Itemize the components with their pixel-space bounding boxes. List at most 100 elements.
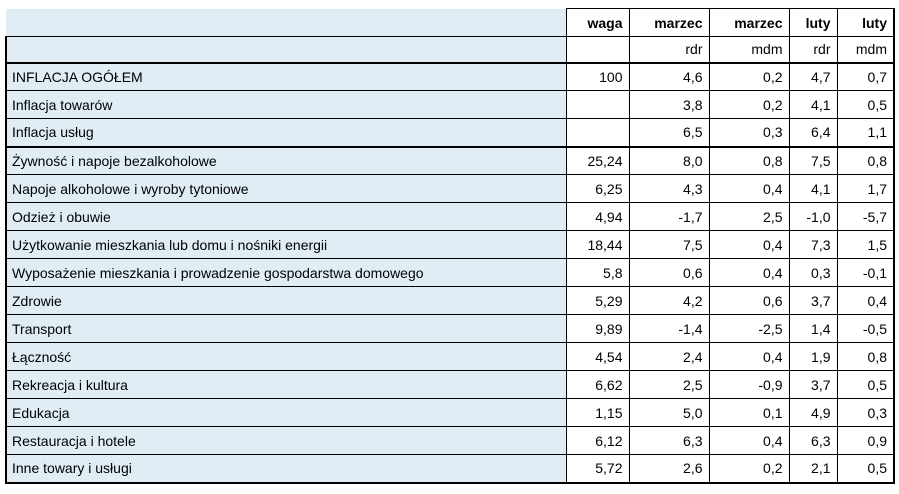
cell-waga: 100 xyxy=(565,62,630,91)
cell-luty-rdr: 6,3 xyxy=(788,426,838,455)
row-label: Napoje alkoholowe i wyroby tytoniowe xyxy=(5,174,567,203)
row-label: Zdrowie xyxy=(5,286,567,315)
header-waga-sub xyxy=(565,36,630,64)
cell-waga: 18,44 xyxy=(565,230,630,259)
table-row-inflacja-uslug: Inflacja usług 6,5 0,3 6,4 1,1 xyxy=(5,118,895,148)
header-waga: waga xyxy=(565,8,630,37)
cell-marzec-rdr: 8,0 xyxy=(628,146,710,175)
table-row-wyposazenie-mieszkania: Wyposażenie mieszkania i prowadzenie gos… xyxy=(5,258,895,287)
cell-waga: 6,25 xyxy=(565,174,630,203)
table-row-restauracja: Restauracja i hotele 6,12 6,3 0,4 6,3 0,… xyxy=(5,426,895,455)
cell-waga: 5,72 xyxy=(565,454,630,484)
cell-marzec-rdr: 4,3 xyxy=(628,174,710,203)
header-marzec-2: marzec xyxy=(708,8,790,37)
cell-marzec-mdm: -0,9 xyxy=(708,370,790,399)
header-rdr-marzec: rdr xyxy=(628,36,710,64)
cell-luty-rdr: 4,1 xyxy=(788,174,838,203)
table-row-zdrowie: Zdrowie 5,29 4,2 0,6 3,7 0,4 xyxy=(5,286,895,315)
cell-waga: 1,15 xyxy=(565,398,630,427)
cell-marzec-rdr: 7,5 xyxy=(628,230,710,259)
cell-luty-mdm: -0,1 xyxy=(836,258,895,287)
table-row-inflacja-towarow: Inflacja towarów 3,8 0,2 4,1 0,5 xyxy=(5,90,895,119)
cell-luty-rdr: 4,9 xyxy=(788,398,838,427)
cell-luty-rdr: 1,4 xyxy=(788,314,838,343)
header-category-blank xyxy=(6,8,566,37)
cell-luty-mdm: 0,5 xyxy=(836,454,895,484)
cell-waga: 6,62 xyxy=(565,370,630,399)
cell-marzec-mdm: 0,2 xyxy=(708,62,790,91)
cell-waga xyxy=(565,90,630,119)
cell-marzec-mdm: 0,1 xyxy=(708,398,790,427)
cell-marzec-mdm: 0,6 xyxy=(708,286,790,315)
header-marzec-1: marzec xyxy=(628,8,710,37)
table-row-rekreacja: Rekreacja i kultura 6,62 2,5 -0,9 3,7 0,… xyxy=(5,370,895,399)
cell-marzec-rdr: -1,4 xyxy=(628,314,710,343)
cell-luty-mdm: 0,8 xyxy=(836,146,895,175)
row-label: Odzież i obuwie xyxy=(5,202,567,231)
cell-marzec-rdr: 4,6 xyxy=(628,62,710,91)
cell-marzec-rdr: 4,2 xyxy=(628,286,710,315)
cell-marzec-rdr: 6,5 xyxy=(628,118,710,148)
cell-marzec-mdm: 0,4 xyxy=(708,174,790,203)
cell-waga xyxy=(565,118,630,148)
cell-marzec-mdm: 0,8 xyxy=(708,146,790,175)
header-rdr-luty: rdr xyxy=(788,36,838,64)
cell-luty-mdm: 0,5 xyxy=(836,90,895,119)
header-category-blank-2 xyxy=(5,36,567,64)
cell-waga: 6,12 xyxy=(565,426,630,455)
row-label: Łączność xyxy=(5,342,567,371)
cell-waga: 9,89 xyxy=(565,314,630,343)
cell-marzec-rdr: 2,6 xyxy=(628,454,710,484)
cell-luty-mdm: 1,5 xyxy=(836,230,895,259)
cell-waga: 25,24 xyxy=(565,146,630,175)
cell-marzec-rdr: 6,3 xyxy=(628,426,710,455)
cell-waga: 5,8 xyxy=(565,258,630,287)
cell-marzec-mdm: -2,5 xyxy=(708,314,790,343)
cell-luty-rdr: 7,3 xyxy=(788,230,838,259)
cell-luty-mdm: 1,7 xyxy=(836,174,895,203)
cell-luty-mdm: 0,7 xyxy=(836,62,895,91)
cell-marzec-mdm: 0,4 xyxy=(708,258,790,287)
row-label: Użytkowanie mieszkania lub domu i nośnik… xyxy=(5,230,567,259)
header-luty-2: luty xyxy=(836,8,895,37)
cell-waga: 4,54 xyxy=(565,342,630,371)
row-label: Inne towary i usługi xyxy=(5,454,567,484)
table-row-zywnosc: Żywność i napoje bezalkoholowe 25,24 8,0… xyxy=(5,146,895,175)
cell-luty-mdm: 0,5 xyxy=(836,370,895,399)
table-row-inne-towary: Inne towary i usługi 5,72 2,6 0,2 2,1 0,… xyxy=(5,454,895,484)
header-mdm-luty: mdm xyxy=(836,36,895,64)
cell-luty-rdr: 4,1 xyxy=(788,90,838,119)
inflation-table: waga marzec marzec luty luty rdr mdm rdr… xyxy=(5,8,895,484)
cell-luty-rdr: 1,9 xyxy=(788,342,838,371)
cell-marzec-rdr: 5,0 xyxy=(628,398,710,427)
row-label: INFLACJA OGÓŁEM xyxy=(5,62,567,91)
row-label: Rekreacja i kultura xyxy=(5,370,567,399)
table-row-transport: Transport 9,89 -1,4 -2,5 1,4 -0,5 xyxy=(5,314,895,343)
row-label: Inflacja usług xyxy=(5,118,567,148)
row-label: Restauracja i hotele xyxy=(5,426,567,455)
cell-marzec-rdr: 0,6 xyxy=(628,258,710,287)
cell-marzec-rdr: 2,4 xyxy=(628,342,710,371)
cell-luty-mdm: 0,8 xyxy=(836,342,895,371)
cell-marzec-mdm: 0,4 xyxy=(708,342,790,371)
cell-marzec-mdm: 0,4 xyxy=(708,230,790,259)
header-row-measures: rdr mdm rdr mdm xyxy=(5,36,895,64)
cell-marzec-mdm: 2,5 xyxy=(708,202,790,231)
cell-luty-rdr: 0,3 xyxy=(788,258,838,287)
row-label: Transport xyxy=(5,314,567,343)
cell-luty-mdm: 1,1 xyxy=(836,118,895,148)
cell-luty-rdr: 4,7 xyxy=(788,62,838,91)
cell-marzec-rdr: -1,7 xyxy=(628,202,710,231)
table-row-edukacja: Edukacja 1,15 5,0 0,1 4,9 0,3 xyxy=(5,398,895,427)
table-row-inflacja-ogolem: INFLACJA OGÓŁEM 100 4,6 0,2 4,7 0,7 xyxy=(5,62,895,91)
cell-marzec-mdm: 0,4 xyxy=(708,426,790,455)
table-row-napoje-alkoholowe: Napoje alkoholowe i wyroby tytoniowe 6,2… xyxy=(5,174,895,203)
cell-luty-mdm: -0,5 xyxy=(836,314,895,343)
cell-luty-rdr: 7,5 xyxy=(788,146,838,175)
row-label: Inflacja towarów xyxy=(5,90,567,119)
cell-luty-rdr: 6,4 xyxy=(788,118,838,148)
cell-luty-rdr: 2,1 xyxy=(788,454,838,484)
table-row-uzytkowanie-mieszkania: Użytkowanie mieszkania lub domu i nośnik… xyxy=(5,230,895,259)
cell-luty-rdr: 3,7 xyxy=(788,286,838,315)
header-row-months: waga marzec marzec luty luty xyxy=(6,8,895,37)
